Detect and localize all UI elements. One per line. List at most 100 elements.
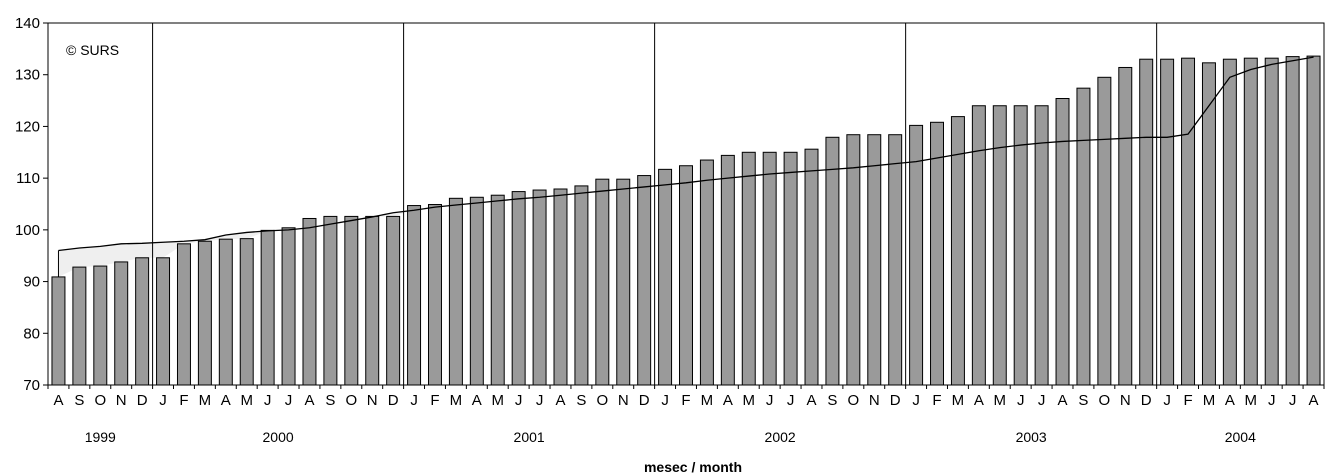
x-tick-label: D: [137, 392, 148, 409]
bar: [469, 196, 484, 386]
bar: [428, 204, 442, 386]
x-tick-label: A: [1309, 392, 1319, 409]
x-tick-label: M: [1203, 392, 1216, 409]
x-tick-label: J: [1017, 392, 1025, 409]
x-tick-label: A: [304, 392, 314, 409]
y-tick-label: 90: [23, 274, 40, 291]
y-tick-label: 120: [15, 118, 40, 135]
x-tick-label: M: [240, 392, 253, 409]
bar: [658, 168, 673, 386]
bar: [1243, 57, 1258, 386]
x-tick-label: M: [994, 392, 1007, 409]
copyright-label: © SURS: [66, 42, 119, 58]
y-tick-label: 130: [15, 67, 40, 84]
x-tick-label: S: [74, 392, 84, 409]
bar: [741, 151, 756, 386]
bar-series: [51, 55, 1321, 386]
bar: [344, 215, 359, 386]
bar: [218, 238, 233, 386]
bar: [176, 243, 191, 386]
bar: [93, 265, 108, 386]
x-tick-label: A: [974, 392, 984, 409]
y-axis: 70 80 90 100 110 120 130 140: [15, 15, 48, 394]
x-tick-label: S: [325, 392, 335, 409]
x-tick-label: S: [576, 392, 586, 409]
x-tick-label: F: [430, 392, 439, 409]
x-tick-label: J: [661, 392, 669, 409]
x-tick-label: F: [179, 392, 188, 409]
x-tick-label: O: [848, 392, 860, 409]
bar: [574, 185, 589, 386]
bar: [1013, 105, 1028, 386]
x-tick-label: M: [199, 392, 212, 409]
bar: [135, 257, 150, 386]
bar: [1285, 56, 1300, 386]
x-tick-label: F: [1183, 392, 1192, 409]
x-tick-label: A: [807, 392, 817, 409]
y-tick-label: 80: [23, 325, 40, 342]
bar: [532, 189, 547, 386]
bar: [197, 240, 212, 386]
bar: [909, 124, 924, 386]
x-tick-label: N: [367, 392, 378, 409]
year-label: 1999: [85, 429, 116, 445]
bar: [699, 159, 714, 386]
bar: [1097, 76, 1112, 386]
bar: [1139, 58, 1154, 386]
x-tick-label: J: [1038, 392, 1046, 409]
x-tick-label: J: [410, 392, 418, 409]
y-tick-label: 70: [23, 377, 40, 394]
x-tick-label: M: [491, 392, 504, 409]
x-axis-title: mesec / month: [644, 459, 742, 475]
x-tick-label: D: [890, 392, 901, 409]
x-tick-label: M: [952, 392, 965, 409]
y-tick-label: 110: [16, 170, 40, 187]
x-tick-label: D: [388, 392, 399, 409]
bar: [720, 154, 735, 386]
bar: [1118, 66, 1133, 386]
x-tick-label: J: [1163, 392, 1171, 409]
bar: [365, 215, 380, 386]
x-tick-label: S: [827, 392, 837, 409]
x-tick-label: N: [869, 392, 880, 409]
bar: [72, 266, 87, 386]
bar: [323, 215, 338, 386]
x-tick-label: A: [1058, 392, 1068, 409]
bar: [804, 148, 819, 386]
x-tick-label: O: [1099, 392, 1111, 409]
bar: [239, 238, 254, 386]
x-tick-label: O: [94, 392, 106, 409]
plot-border: [47, 22, 1325, 386]
x-tick-label: A: [555, 392, 565, 409]
bar: [511, 191, 526, 386]
bar: [971, 105, 986, 386]
x-tick-label: M: [701, 392, 714, 409]
x-tick-label: S: [1078, 392, 1088, 409]
bar: [448, 197, 463, 386]
y-tick-label: 100: [15, 222, 40, 239]
bar: [783, 151, 798, 386]
x-tick-label: N: [618, 392, 629, 409]
bar: [930, 121, 945, 386]
year-dividers: [152, 23, 1158, 385]
x-tick-label: J: [1268, 392, 1276, 409]
bar: [637, 175, 652, 386]
x-tick-label: D: [1141, 392, 1152, 409]
year-label: 2002: [765, 429, 796, 445]
series-line: [58, 56, 1314, 252]
x-tick-label: N: [116, 392, 127, 409]
x-tick-label: D: [639, 392, 650, 409]
x-tick-label: J: [285, 392, 293, 409]
bar: [888, 134, 903, 386]
bar: [1264, 57, 1279, 386]
x-tick-label: O: [596, 392, 608, 409]
bar: [260, 229, 275, 386]
x-tick-label: M: [450, 392, 463, 409]
x-tick-label: A: [221, 392, 231, 409]
y-tick-label: 140: [15, 15, 40, 32]
bar: [1222, 58, 1237, 386]
x-tick-label: J: [536, 392, 544, 409]
